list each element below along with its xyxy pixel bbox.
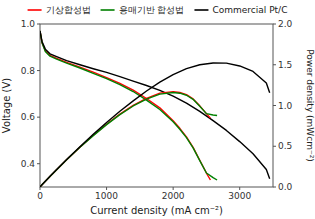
y2-axis: 0.0 0.5 1.0 1.5 2.0: [273, 19, 293, 192]
y-tick-label: 0.4: [21, 159, 36, 169]
y2-tick: [273, 105, 276, 106]
y-tick-label: 0.8: [21, 66, 36, 76]
power-line: [40, 92, 217, 187]
x-axis: 0 1000 2000 3000: [37, 187, 251, 201]
y2-axis-label: Power density (mWcm⁻²): [305, 49, 315, 162]
x-tick: [40, 187, 41, 190]
legend: 기상합성법 용매기반 합성법 Commercial Pt/C: [28, 5, 288, 15]
x-tick-label: 1000: [95, 191, 118, 201]
y-axis-label: Voltage (V): [1, 78, 12, 133]
legend-item: 기상합성법: [28, 5, 91, 15]
power-line: [40, 92, 210, 187]
series-group: [40, 31, 270, 187]
power-line: [40, 63, 270, 187]
y-tick: [37, 117, 40, 118]
legend-item: Commercial Pt/C: [194, 5, 287, 15]
voltage-line: [40, 31, 210, 180]
legend-swatch: [194, 9, 208, 11]
legend-label: Commercial Pt/C: [212, 5, 287, 15]
y-tick: [37, 70, 40, 71]
legend-item: 용매기반 합성법: [101, 5, 185, 15]
x-tick: [239, 187, 240, 190]
legend-label: 용매기반 합성법: [119, 5, 185, 15]
x-tick-label: 0: [37, 191, 43, 201]
x-axis-label: Current density (mA cm⁻²): [90, 205, 223, 216]
y-tick: [37, 24, 40, 25]
y-tick-label: 1.0: [21, 19, 36, 29]
y2-tick: [273, 187, 276, 188]
y-tick-label: 0.6: [21, 112, 36, 122]
x-tick-label: 3000: [228, 191, 251, 201]
y2-tick-label: 2.0: [278, 19, 293, 29]
chart: 0 1000 2000 3000 Current density (mA cm⁻²) 0.…: [0, 0, 315, 219]
legend-swatch: [28, 9, 42, 11]
legend-label: 기상합성법: [46, 5, 91, 15]
voltage-line: [40, 31, 270, 179]
y-axis: 0.4 0.6 0.8 1.0: [21, 19, 40, 169]
y2-tick-label: 1.0: [278, 101, 293, 111]
legend-swatch: [101, 9, 115, 11]
plot-frame: [40, 24, 273, 187]
y2-tick-label: 0.5: [278, 141, 292, 151]
y2-tick: [273, 24, 276, 25]
y2-tick: [273, 146, 276, 147]
y2-tick-label: 0.0: [278, 182, 293, 192]
x-tick-label: 2000: [162, 191, 185, 201]
y2-tick: [273, 64, 276, 65]
y2-tick-label: 1.5: [278, 60, 292, 70]
y-tick: [37, 163, 40, 164]
x-tick: [106, 187, 107, 190]
x-tick: [173, 187, 174, 190]
